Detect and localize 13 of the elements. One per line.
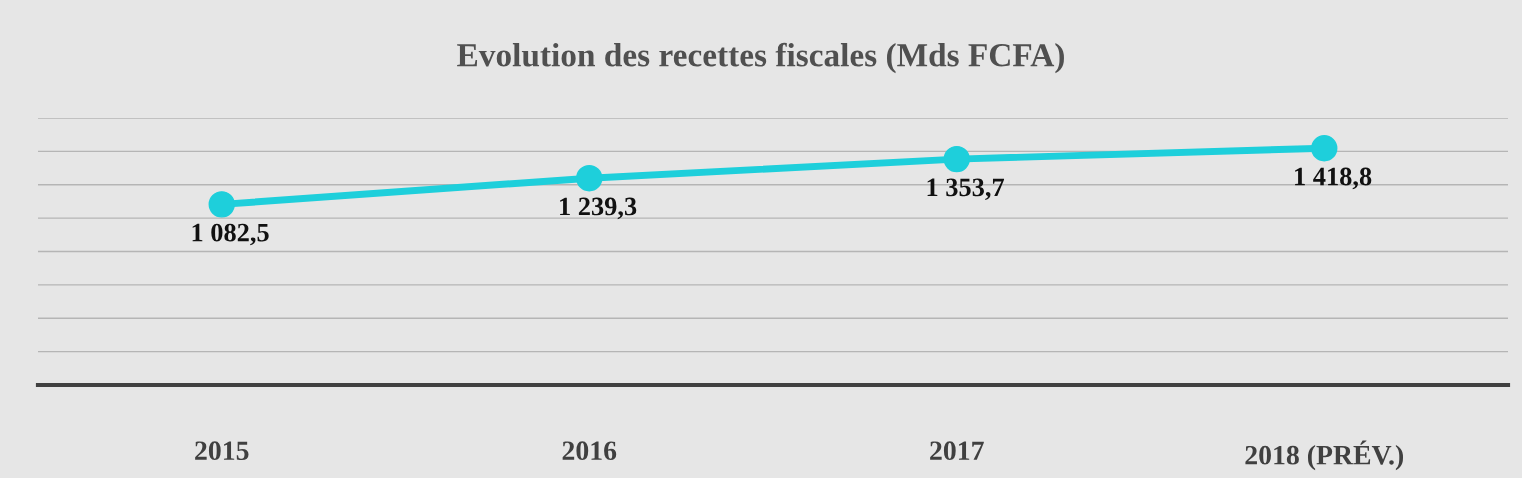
chart-title: Evolution des recettes fiscales (Mds FCFA) xyxy=(457,42,1064,74)
x-tick-label: 2017 xyxy=(930,441,984,461)
data-label: 1 353,7 xyxy=(927,178,1005,201)
point xyxy=(943,145,970,173)
point xyxy=(576,164,603,192)
x-tick-label: 2015 xyxy=(195,441,249,461)
point xyxy=(1311,135,1338,162)
x-tick-label: 2016 xyxy=(562,441,617,461)
x-tick-label: 2018 (PRÉV.) xyxy=(1245,440,1404,471)
data-label: 1 082,5 xyxy=(192,223,269,246)
data-label: 1 239,3 xyxy=(560,197,637,220)
data-label: 1 418,8 xyxy=(1295,167,1372,190)
point xyxy=(208,191,235,218)
